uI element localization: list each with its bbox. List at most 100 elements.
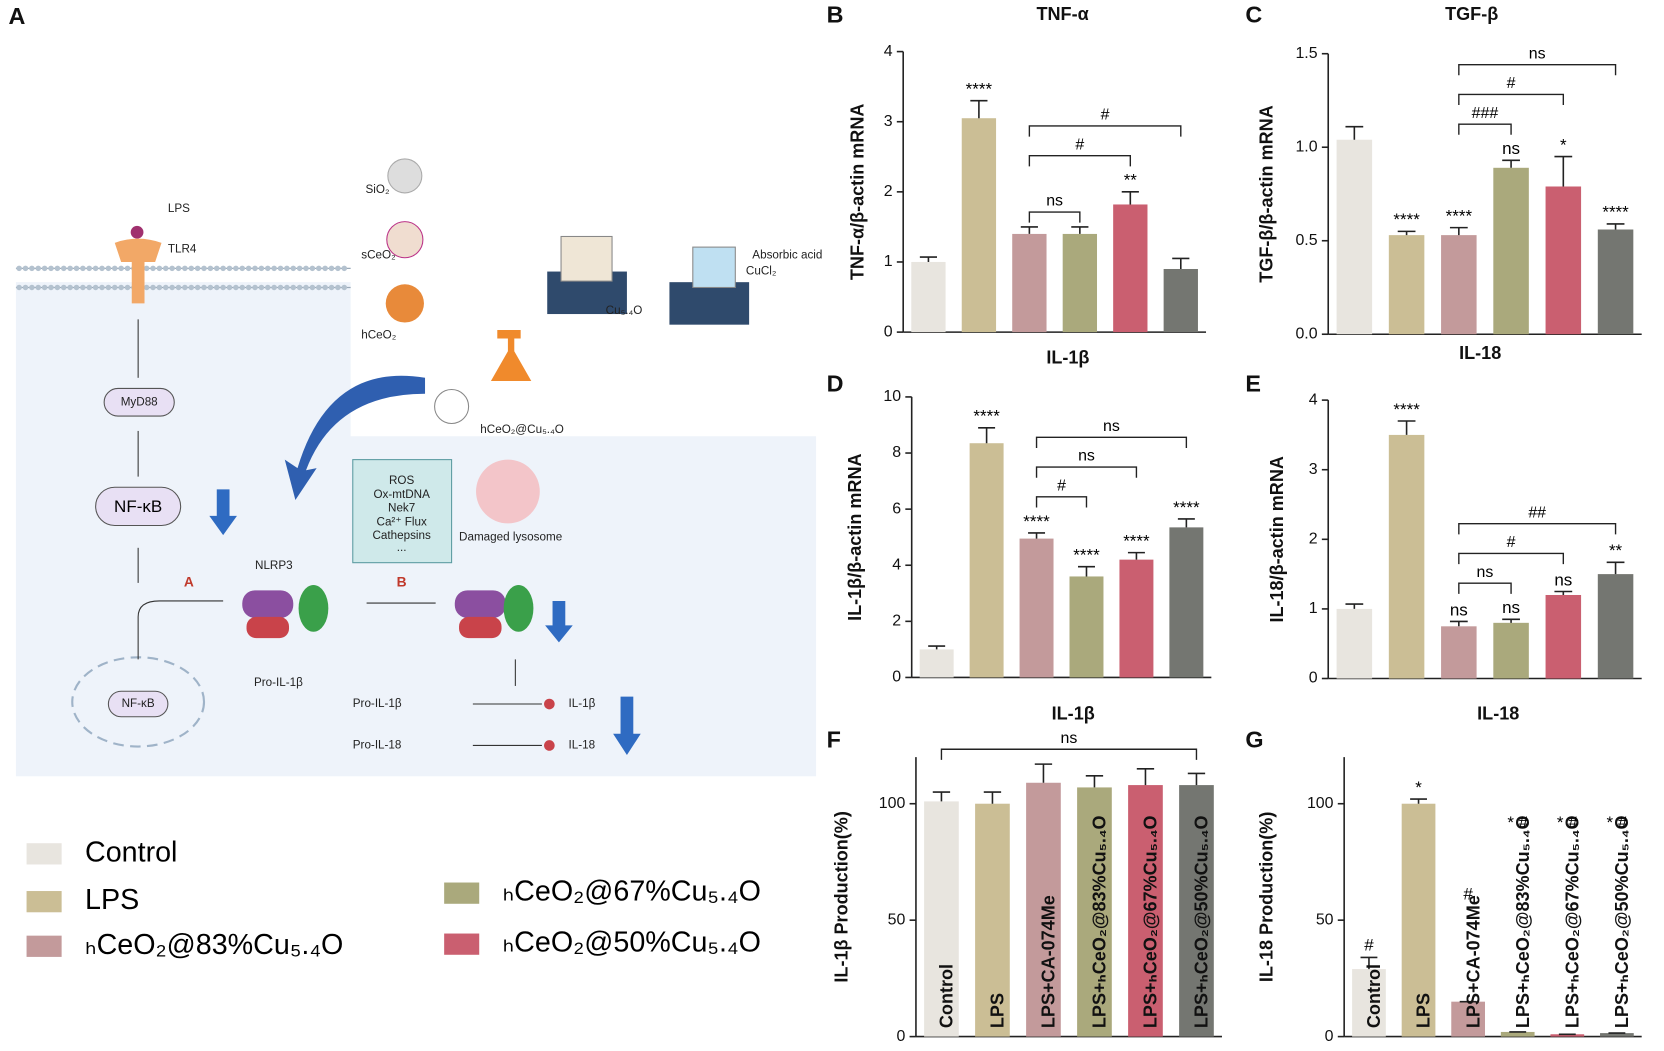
lipid — [284, 284, 290, 291]
bracket-label: ns — [1529, 45, 1546, 62]
bar — [1113, 204, 1148, 333]
error-bar — [1449, 226, 1468, 236]
lipid — [105, 284, 112, 291]
lipid — [48, 265, 54, 272]
lipid — [169, 265, 175, 272]
lipid — [169, 284, 175, 291]
label: Absorbic acid — [752, 249, 822, 262]
bar — [975, 803, 1010, 1037]
error-bar — [1410, 798, 1427, 804]
label: NF-κB — [122, 697, 155, 710]
lipid — [233, 265, 239, 272]
y-tick-label: 3 — [1309, 461, 1318, 478]
lipid — [80, 265, 86, 272]
label: Cu₅.₄O — [606, 304, 643, 317]
lipid — [99, 265, 105, 272]
x-tick-label: LPS — [988, 993, 1008, 1028]
lipid — [60, 265, 67, 272]
x-tick-label: Control — [1364, 964, 1384, 1028]
bar — [1352, 969, 1386, 1037]
x-tick-label: LPS+CA-074Me — [1463, 895, 1483, 1028]
error-bar — [1028, 532, 1046, 539]
lipid — [188, 284, 195, 291]
y-tick-label: 1 — [1309, 600, 1318, 617]
bar — [1019, 538, 1054, 678]
bar — [1451, 1001, 1485, 1037]
lipid — [214, 284, 220, 291]
lipid — [277, 284, 284, 291]
significance-label: * # — [1557, 813, 1578, 832]
bar — [1388, 235, 1425, 335]
x-tick-label: LPS+ₕCeO₂@50%Cu₅.₄O — [1612, 815, 1632, 1028]
tlr4-icon — [114, 238, 162, 304]
y-tick-label: 1.5 — [1295, 45, 1317, 62]
bar — [1069, 576, 1104, 678]
lipid — [277, 265, 284, 272]
error-bar — [1397, 420, 1416, 435]
bar — [1336, 608, 1373, 679]
label: Pro-IL-18 — [353, 739, 402, 752]
y-tick-label: 50 — [888, 911, 906, 928]
bar — [919, 649, 954, 678]
chart-title: IL-18 — [1459, 343, 1501, 363]
y-tick-label: 1 — [884, 253, 893, 270]
label: Cathepsins — [372, 529, 431, 542]
lipid — [67, 265, 73, 272]
bar — [1597, 574, 1634, 679]
legend-label: LPS — [85, 884, 139, 916]
lipid — [303, 265, 309, 272]
panel-label: F — [827, 726, 841, 752]
significance-label: **** — [1446, 206, 1473, 225]
error-bar — [1606, 223, 1625, 230]
lipid — [22, 265, 29, 272]
node — [95, 486, 182, 527]
y-tick-label: 100 — [879, 795, 906, 812]
bracket — [1458, 523, 1617, 535]
y-tick-label: 0.0 — [1295, 325, 1317, 342]
bar — [1441, 235, 1477, 335]
lipid — [252, 284, 258, 291]
bracket — [1028, 155, 1132, 167]
label: SiO₂ — [366, 183, 390, 196]
lipid — [73, 265, 80, 272]
bar — [1336, 139, 1373, 335]
bracket — [1028, 211, 1081, 223]
lysosome — [476, 459, 540, 524]
sphere — [385, 284, 424, 323]
error-bar — [928, 645, 946, 650]
label: NLRP3 — [255, 559, 293, 572]
lipid — [118, 265, 124, 272]
lipid — [35, 265, 42, 272]
curved-arrow — [284, 375, 426, 500]
error-bar — [1502, 618, 1520, 623]
lipid — [328, 265, 335, 272]
box — [352, 459, 453, 564]
lipid — [156, 284, 163, 291]
x-tick-label: LPS+ₕCeO₂@67%Cu₅.₄O — [1562, 815, 1582, 1028]
label: CuCl₂ — [746, 265, 776, 278]
error-bar — [1187, 772, 1206, 786]
label: Pro-IL-1β — [254, 676, 303, 689]
error-bar — [1554, 590, 1573, 595]
error-bar — [1071, 226, 1089, 234]
significance-label: # — [1463, 885, 1473, 904]
inflammasome — [242, 585, 534, 639]
chart-title: IL-1β — [1046, 347, 1089, 367]
lipid — [194, 284, 201, 291]
legend-label: ₕCeO₂@67%Cu₅.₄O — [503, 876, 761, 908]
bar — [1388, 434, 1425, 679]
bar — [961, 118, 997, 333]
lipid — [303, 284, 309, 291]
panel-label: A — [9, 3, 26, 29]
bar — [1012, 233, 1047, 333]
bracket-label: ns — [1103, 418, 1120, 435]
significance-label: ns — [1502, 598, 1520, 617]
bar — [924, 801, 959, 1037]
lipid — [201, 265, 207, 272]
lipid — [328, 284, 335, 291]
lipid — [162, 265, 169, 272]
lipid — [150, 284, 156, 291]
label: hCeO₂@Cu₅.₄O — [480, 423, 564, 436]
legend-swatch — [26, 843, 62, 865]
lipid — [99, 284, 105, 291]
